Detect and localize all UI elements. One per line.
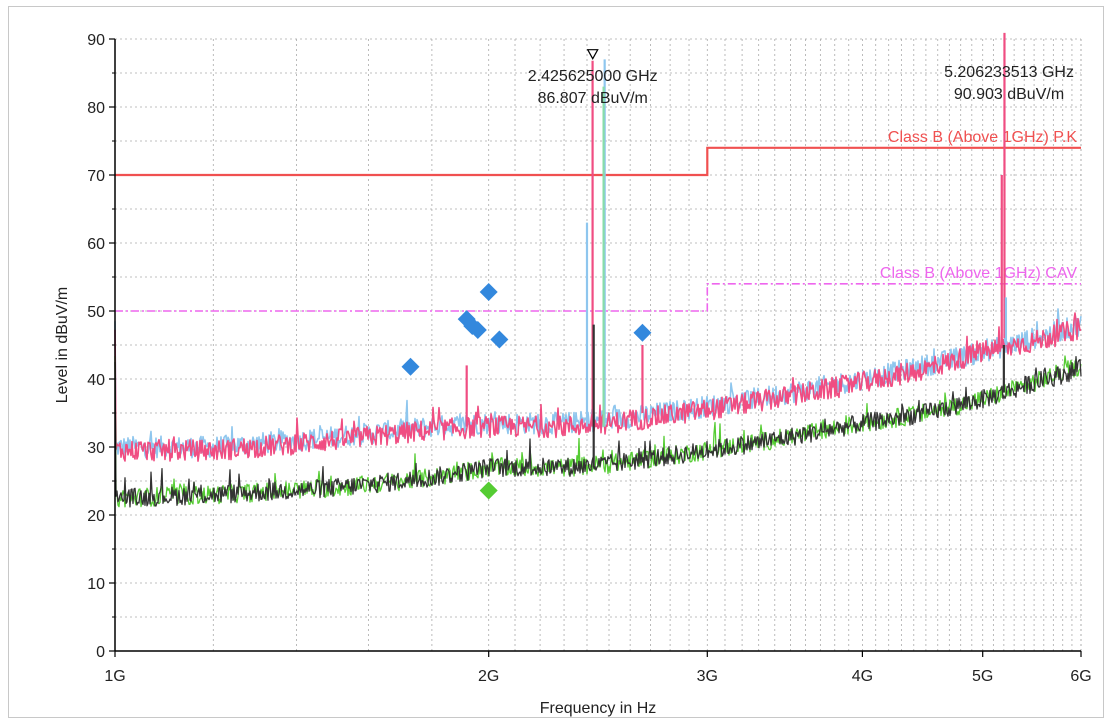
y-tick-label: 70: [87, 168, 105, 185]
y-tick-label: 30: [87, 440, 105, 457]
y-tick-label: 90: [87, 32, 105, 49]
chart-frame: Class B (Above 1GHz) P.K Class B (Above 1…: [8, 6, 1104, 718]
peak-limit-line: [115, 146, 1081, 177]
x-axis-label: Frequency in Hz: [540, 700, 657, 717]
y-tick-label: 20: [87, 508, 105, 525]
emission-chart: Class B (Above 1GHz) P.K Class B (Above 1…: [54, 32, 1092, 717]
y-axis-label: Level in dBuV/m: [54, 287, 71, 404]
y-tick-label: 50: [87, 304, 105, 321]
series-traces: [114, 308, 1082, 508]
marker-level-label: 90.903 dBuV/m: [954, 86, 1064, 103]
average-limit-label: Class B (Above 1GHz) CAV: [880, 265, 1077, 282]
final-measurement-points: [401, 282, 652, 500]
average-limit-line: [115, 283, 1081, 312]
y-tick-label: 80: [87, 100, 105, 117]
final-measurement-diamond: [479, 282, 498, 301]
series-trace-peak: [114, 312, 1082, 462]
final-measurement-diamond: [633, 323, 652, 342]
y-tick-label: 0: [96, 644, 105, 661]
peak-limit-label: Class B (Above 1GHz) P.K: [888, 129, 1077, 146]
marker-triangle: [586, 49, 599, 60]
x-tick-label: 6G: [1070, 668, 1091, 685]
axes: [109, 38, 1082, 657]
grid: [115, 38, 1082, 651]
final-measurement-diamond: [479, 481, 498, 500]
x-tick-label: 3G: [697, 668, 718, 685]
peak-markers: 2.425625000 GHz 86.807 dBuV/m 5.206233513 …: [528, 49, 1074, 107]
series-trace-peak-hv: [114, 308, 1082, 459]
tick-labels: 0 10 20 30 40 50 60 70 80 90 1G 2G 3G 4G 5G 6G: [87, 32, 1091, 685]
y-tick-label: 10: [87, 576, 105, 593]
y-tick-label: 60: [87, 236, 105, 253]
final-measurement-diamond: [490, 330, 509, 349]
limit-lines: Class B (Above 1GHz) P.K Class B (Above 1…: [115, 129, 1081, 312]
marker-level-label: 86.807 dBuV/m: [538, 90, 648, 107]
final-measurement-diamond: [468, 321, 487, 340]
marker-frequency-label: 2.425625000 GHz: [528, 68, 658, 85]
y-tick-label: 40: [87, 372, 105, 389]
emission-spikes: [465, 32, 1008, 468]
marker-frequency-label: 5.206233513 GHz: [944, 64, 1074, 81]
x-tick-label: 2G: [478, 668, 499, 685]
x-tick-label: 1G: [104, 668, 125, 685]
final-measurement-diamond: [401, 357, 420, 376]
x-tick-label: 4G: [852, 668, 873, 685]
x-tick-label: 5G: [972, 668, 993, 685]
series-trace-average: [114, 356, 1082, 508]
